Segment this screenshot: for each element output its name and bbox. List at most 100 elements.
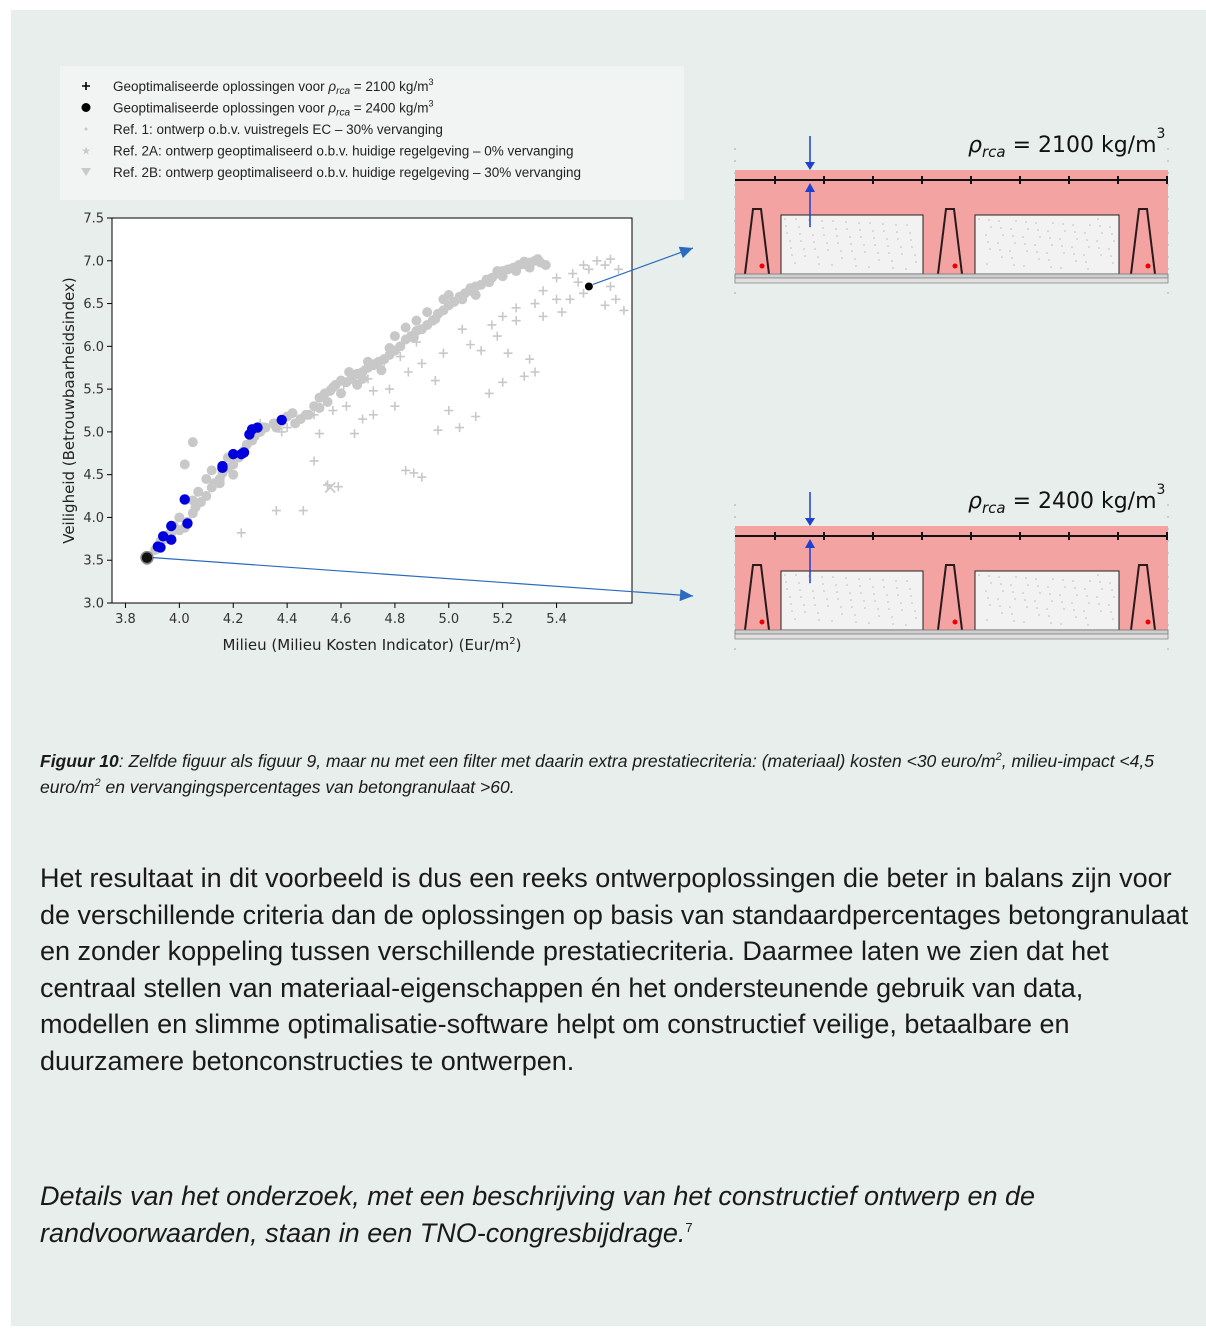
block-texture-dot <box>817 256 819 258</box>
figure-canvas: Geoptimaliseerde oplossingen voor ρrca =… <box>60 77 1169 656</box>
data-point-ref-plus <box>584 264 594 274</box>
block-texture-dot <box>895 580 897 582</box>
data-point-optimized <box>228 448 239 460</box>
block-texture-dot <box>1015 576 1017 578</box>
block-texture-dot <box>821 576 823 578</box>
legend-superscript: 3 <box>428 77 433 87</box>
data-point-ref-plus <box>565 294 575 304</box>
data-point-ref-plus <box>444 406 454 415</box>
block-texture-dot <box>1060 267 1062 269</box>
bottom-plate-lower <box>734 277 1169 284</box>
block-texture-dot <box>786 588 788 590</box>
block-texture-dot <box>986 263 988 265</box>
block-texture-dot <box>840 250 842 252</box>
block-texture-dot <box>987 597 989 599</box>
block-texture-dot <box>1096 596 1098 598</box>
block-texture-dot <box>897 594 899 596</box>
data-point-ref-plus <box>552 273 562 283</box>
lattice-girder <box>744 564 770 631</box>
data-point-ref-dot <box>389 331 400 342</box>
block-texture-dot <box>1074 231 1076 233</box>
block-texture-dot <box>896 231 898 233</box>
block-texture-dot <box>823 590 825 592</box>
thickness-arrow-down-head <box>805 518 815 526</box>
reference-note: Details van het onderzoek, met een besch… <box>40 1178 1190 1251</box>
data-point-ref-plus <box>498 377 508 387</box>
data-point-ref-plus <box>314 429 324 439</box>
block-texture-dot <box>989 604 991 606</box>
block-texture-dot <box>914 254 916 256</box>
block-texture-dot <box>1038 258 1040 260</box>
block-texture-dot <box>989 248 991 250</box>
block-texture-dot <box>823 234 825 236</box>
block-texture-dot <box>1050 622 1052 624</box>
block-texture-dot <box>1101 232 1103 234</box>
data-point-ref-dot <box>470 290 481 300</box>
data-point-ref-dot <box>214 478 225 489</box>
legend-entry-text: Geoptimaliseerde oplossingen voor <box>113 101 328 116</box>
block-texture-dot <box>791 254 793 256</box>
data-point-ref-plus <box>605 281 615 291</box>
data-point-ref-dot <box>322 396 333 407</box>
block-texture-dot <box>1034 600 1036 602</box>
block-texture-dot <box>1112 618 1114 620</box>
block-texture-dot <box>986 619 988 621</box>
x-axis-label-sup: 2 <box>509 636 515 647</box>
data-point-ref-dot <box>457 294 468 305</box>
data-point-ref-plus <box>600 260 610 270</box>
block-texture-dot <box>883 586 885 588</box>
block-texture-dot <box>791 610 793 612</box>
data-point-ref-plus <box>457 324 467 334</box>
data-point-ref-dot <box>174 512 185 523</box>
density-label: ρrca = 2100 kg/m3 <box>968 126 1165 161</box>
block-texture-dot <box>874 600 876 602</box>
block-texture-dot <box>999 249 1001 251</box>
legend-marker-small-dot <box>84 127 88 131</box>
block-texture-dot <box>1050 266 1052 268</box>
block-texture-dot <box>1022 592 1024 594</box>
data-point-ref-dot <box>187 495 198 506</box>
block-texture-dot <box>990 582 992 584</box>
data-point-ref-plus <box>471 411 481 421</box>
y-tick-label: 3.0 <box>83 597 104 612</box>
legend-entry-5: Ref. 2B: ontwerp geoptimaliseerd o.b.v. … <box>113 165 581 180</box>
legend-marker-star: ★ <box>81 146 91 158</box>
data-point-ref-dot <box>371 358 382 369</box>
insulation-block <box>780 570 924 631</box>
x-tick-label: 4.4 <box>277 612 298 627</box>
block-texture-dot <box>800 596 802 598</box>
block-texture-dot <box>817 612 819 614</box>
block-texture-dot <box>878 615 880 617</box>
block-texture-dot <box>1002 234 1004 236</box>
data-point-ref-plus <box>538 311 548 321</box>
block-texture-dot <box>1036 251 1038 253</box>
legend-entry-text: Ref. 2A: ontwerp geoptimaliseerd o.b.v. … <box>113 144 574 159</box>
data-point-ref-plus <box>309 456 319 466</box>
block-texture-dot <box>814 604 816 606</box>
block-texture-dot <box>785 225 787 227</box>
block-texture-dot <box>850 243 852 245</box>
figure-caption: Figuur 10: Zelfde figuur als figuur 9, m… <box>40 748 1180 800</box>
block-texture-dot <box>1002 590 1004 592</box>
block-texture-dot <box>1061 245 1063 247</box>
block-texture-dot <box>1012 591 1014 593</box>
block-texture-dot <box>799 589 801 591</box>
block-texture-dot <box>798 226 800 228</box>
block-texture-dot <box>837 242 839 244</box>
data-point-ref-dot <box>408 332 419 343</box>
block-texture-dot <box>874 244 876 246</box>
y-tick-label: 5.0 <box>83 425 104 440</box>
block-texture-dot <box>1025 221 1027 223</box>
block-texture-dot <box>795 574 797 576</box>
block-texture-dot <box>1001 256 1003 258</box>
block-texture-dot <box>914 610 916 612</box>
block-texture-dot <box>1034 244 1036 246</box>
data-point-ref-plus <box>538 286 548 296</box>
data-point-ref-plus <box>236 528 246 538</box>
block-texture-dot <box>821 220 823 222</box>
block-texture-dot <box>887 245 889 247</box>
block-texture-dot <box>869 578 871 580</box>
block-texture-dot <box>831 264 833 266</box>
density-label-value: = 2400 kg/m <box>1006 489 1157 514</box>
